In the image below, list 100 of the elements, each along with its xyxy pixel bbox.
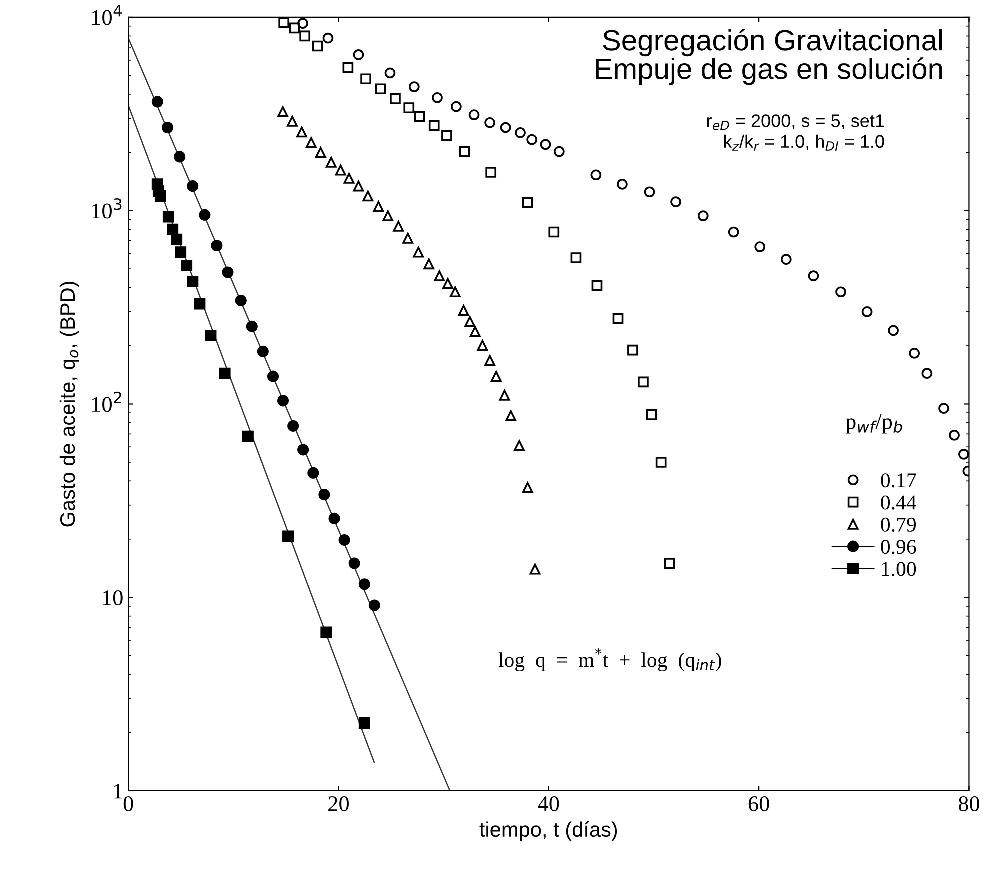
point — [384, 68, 396, 79]
point — [428, 120, 440, 132]
point — [174, 151, 186, 163]
point — [554, 146, 565, 158]
point — [909, 348, 920, 359]
legend-label: 0.44 — [881, 496, 917, 510]
point — [390, 94, 401, 104]
point — [312, 40, 324, 52]
legend-label: 0.79 — [881, 518, 916, 532]
point — [484, 355, 496, 366]
point — [540, 139, 552, 150]
point — [257, 346, 269, 358]
point — [402, 233, 414, 244]
point — [318, 489, 330, 501]
point — [500, 122, 512, 134]
point — [328, 512, 340, 524]
point — [199, 209, 211, 221]
point — [296, 126, 308, 138]
point — [360, 74, 372, 85]
x-tick-label: 80 — [958, 796, 980, 812]
point — [315, 147, 326, 158]
point — [338, 534, 350, 546]
point — [358, 717, 370, 730]
point — [322, 32, 334, 44]
point — [171, 234, 183, 246]
point — [326, 157, 337, 168]
point — [570, 252, 582, 264]
point — [424, 258, 435, 270]
point — [408, 82, 420, 92]
point — [152, 96, 164, 108]
point — [628, 344, 638, 356]
point — [958, 449, 970, 460]
point — [530, 564, 541, 575]
point — [664, 558, 676, 569]
point — [375, 84, 386, 95]
point — [490, 371, 502, 382]
point — [922, 368, 933, 380]
point — [414, 112, 426, 122]
point — [590, 170, 602, 181]
point — [514, 440, 525, 452]
x-tick-label: 0 — [124, 796, 134, 812]
x-tick-label: 60 — [748, 796, 770, 812]
point — [268, 370, 280, 382]
point — [434, 270, 446, 282]
point — [506, 410, 516, 422]
point — [358, 578, 370, 590]
point — [288, 420, 300, 432]
point — [278, 17, 290, 28]
legend-label: 1.00 — [882, 562, 916, 576]
point — [277, 395, 290, 407]
point — [450, 286, 461, 298]
annotation: log q = m$^{*}$t + log (q$_{int}$) — [498, 648, 722, 672]
point — [526, 134, 538, 146]
y-tick-label: 10 — [103, 590, 123, 606]
point — [289, 22, 300, 34]
point — [592, 280, 603, 292]
point — [938, 403, 950, 414]
point — [373, 201, 384, 212]
point — [382, 210, 394, 222]
point — [728, 226, 740, 238]
point — [278, 106, 288, 118]
point — [282, 530, 294, 542]
point — [836, 286, 846, 298]
y-tick-label: 10$^{4}$ — [92, 5, 122, 26]
point — [335, 164, 346, 176]
point — [348, 558, 360, 570]
point — [808, 270, 820, 282]
point — [154, 190, 166, 202]
point — [484, 117, 496, 128]
point — [353, 180, 364, 192]
legend-label: 0.96 — [881, 540, 916, 554]
point — [308, 467, 320, 479]
point — [242, 430, 254, 442]
legend-title: p$_{wf}$/p$_{b}$ — [846, 414, 902, 434]
point — [515, 127, 526, 138]
point — [368, 600, 380, 612]
point — [464, 316, 476, 328]
x-tick-label: 20 — [328, 796, 349, 812]
point — [522, 197, 534, 208]
point — [287, 116, 298, 127]
point — [442, 278, 454, 290]
point — [353, 50, 364, 60]
point — [167, 224, 179, 236]
point — [298, 18, 308, 29]
point — [393, 221, 404, 232]
point — [211, 240, 223, 252]
point — [219, 368, 231, 380]
point — [320, 626, 332, 638]
point — [617, 178, 628, 190]
point — [187, 276, 199, 288]
point — [298, 444, 310, 456]
x-axis-title: tiempo, t (días) — [480, 822, 618, 842]
point — [458, 305, 470, 316]
point — [754, 242, 766, 252]
point — [413, 246, 424, 258]
point — [246, 320, 258, 332]
point — [362, 190, 374, 202]
point — [477, 340, 488, 352]
point — [306, 137, 317, 148]
point — [194, 298, 206, 310]
